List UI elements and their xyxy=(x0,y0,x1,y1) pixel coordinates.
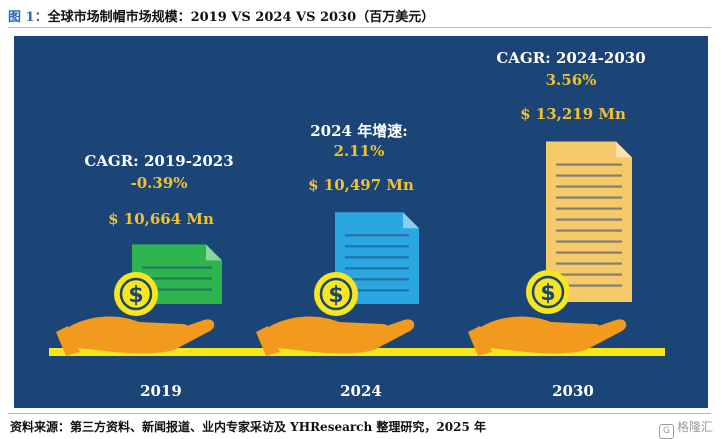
coin-ring xyxy=(119,277,153,311)
bar-document-line xyxy=(556,251,622,254)
coin-ring xyxy=(531,275,565,309)
figure-label-colon: ： xyxy=(34,10,48,25)
hand-cuff-icon xyxy=(56,326,80,356)
coin-dollar-sign: $ xyxy=(540,281,555,306)
hand-icon xyxy=(476,316,627,354)
top-divider xyxy=(8,27,711,28)
bar-document-line xyxy=(345,234,409,237)
bar-document-line xyxy=(142,288,212,291)
figure-title-text: 全球市场制帽市场规模：2019 VS 2024 VS 2030（百万美元） xyxy=(47,10,435,25)
growth-note-label-2019: CAGR: 2019-2023 xyxy=(84,152,234,171)
bottom-divider xyxy=(8,413,711,414)
figure-label: 图 1 xyxy=(8,10,35,25)
bar-document-line xyxy=(556,240,622,243)
bar-document-line xyxy=(556,163,622,166)
chart-svg: $ $ $ xyxy=(49,141,665,356)
bar-document-line xyxy=(556,174,622,177)
bar-document-line xyxy=(345,256,409,259)
source-note: 资料来源：第三方资料、新闻报道、业内专家采访及 YHResearch 整理研究，… xyxy=(10,420,486,434)
bar-document-fold-2024 xyxy=(403,212,419,229)
coin-ring xyxy=(319,277,353,311)
bar-document-line xyxy=(556,196,622,199)
bar-document-line xyxy=(556,284,622,287)
bar-document-line xyxy=(142,277,212,280)
bar-document-line xyxy=(556,185,622,188)
watermark-logo-icon: G xyxy=(658,424,674,439)
hand-cuff-icon xyxy=(468,326,492,356)
bar-document-2030 xyxy=(546,141,632,302)
value-label-2019: $ 10,664 Mn xyxy=(108,210,214,229)
bar-document-line xyxy=(556,218,622,221)
hand-cuff-icon xyxy=(256,326,280,356)
bar-document-line xyxy=(556,207,622,210)
bar-document-line xyxy=(142,266,212,269)
bar-document-line xyxy=(345,245,409,248)
bar-document-line xyxy=(556,273,622,276)
coin-dollar-sign: $ xyxy=(128,283,143,308)
bar-document-fold-2030 xyxy=(616,141,632,158)
bar-document-line xyxy=(345,289,409,292)
bar-document-line xyxy=(345,278,409,281)
value-label-2030: $ 13,219 Mn xyxy=(520,105,626,124)
bar-document-line xyxy=(345,267,409,270)
x-tick-label-2030: 2030 xyxy=(552,382,594,400)
hand-icon xyxy=(264,316,415,354)
coin-dollar-sign: $ xyxy=(328,283,343,308)
growth-note-value-2024: 2.11% xyxy=(333,142,385,161)
watermark-text: 格隆汇 xyxy=(676,420,713,434)
chart-panel: $ $ $ $ 10,664 Mn CAGR: 2019-2023 -0.39% 2019… xyxy=(14,36,708,408)
bar-document-fold-2019 xyxy=(206,244,222,261)
growth-note-label-2024: 2024 年增速: xyxy=(310,122,408,141)
hand-icon xyxy=(64,316,215,354)
growth-note-label-2030: CAGR: 2024-2030 xyxy=(496,49,646,68)
watermark: G 格隆汇 xyxy=(658,418,713,439)
x-tick-label-2019: 2019 xyxy=(140,382,182,400)
value-label-2024: $ 10,497 Mn xyxy=(308,176,414,195)
x-tick-label-2024: 2024 xyxy=(340,382,382,400)
figure-title: 图 1：全球市场制帽市场规模：2019 VS 2024 VS 2030（百万美元… xyxy=(8,6,708,25)
growth-note-value-2030: 3.56% xyxy=(545,71,597,90)
bar-document-line xyxy=(556,229,622,232)
bar-document-line xyxy=(556,262,622,265)
growth-note-value-2019: -0.39% xyxy=(130,174,188,193)
